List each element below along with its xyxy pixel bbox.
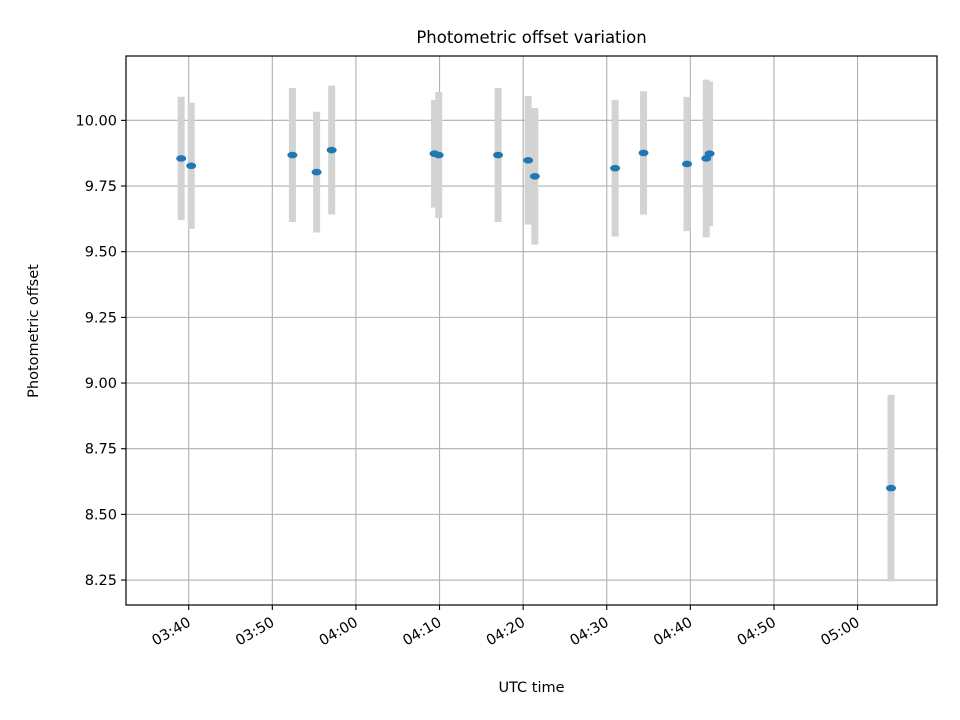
y-tick-label: 9.25 bbox=[85, 310, 117, 326]
x-axis-ticks: 03:40 03:50 04:00 04:10 04:20 04:30 04:40 04:50… bbox=[150, 605, 863, 649]
y-tick-label: 9.75 bbox=[85, 179, 117, 195]
x-axis-label: UTC time bbox=[498, 680, 564, 696]
x-tick-label: 04:40 bbox=[651, 615, 695, 650]
x-tick-label: 04:20 bbox=[484, 615, 528, 650]
y-tick-label: 9.50 bbox=[85, 245, 117, 261]
data-point bbox=[287, 151, 298, 159]
data-point bbox=[704, 150, 715, 158]
x-tick-label: 05:00 bbox=[818, 615, 862, 650]
x-tick-label: 03:40 bbox=[150, 615, 194, 650]
chart-title: Photometric offset variation bbox=[416, 28, 646, 47]
y-axis-ticks: 8.25 8.50 8.75 9.00 9.25 9.50 9.75 10.00 bbox=[75, 113, 126, 589]
data-point bbox=[433, 151, 444, 159]
data-points bbox=[176, 146, 897, 492]
data-point bbox=[523, 156, 534, 164]
x-tick-label: 04:00 bbox=[317, 615, 361, 650]
x-tick-label: 04:50 bbox=[735, 615, 779, 650]
data-point bbox=[326, 146, 337, 154]
x-tick-label: 04:10 bbox=[400, 615, 444, 650]
y-axis-label: Photometric offset bbox=[26, 264, 42, 398]
data-point bbox=[886, 484, 897, 492]
data-point bbox=[311, 168, 322, 176]
data-point bbox=[682, 160, 693, 168]
y-tick-label: 8.75 bbox=[85, 442, 117, 458]
x-tick-label: 03:50 bbox=[233, 615, 277, 650]
y-tick-label: 8.25 bbox=[85, 573, 117, 589]
data-point bbox=[610, 164, 621, 172]
data-point bbox=[638, 149, 649, 157]
y-tick-label: 8.50 bbox=[85, 507, 117, 523]
plot-frame bbox=[125, 55, 938, 606]
data-point bbox=[493, 151, 504, 159]
y-tick-label: 10.00 bbox=[75, 113, 117, 129]
y-tick-label: 9.00 bbox=[85, 376, 117, 392]
data-point bbox=[186, 162, 197, 170]
data-point bbox=[176, 155, 187, 162]
x-tick-label: 04:30 bbox=[568, 615, 612, 650]
data-point bbox=[529, 173, 540, 180]
